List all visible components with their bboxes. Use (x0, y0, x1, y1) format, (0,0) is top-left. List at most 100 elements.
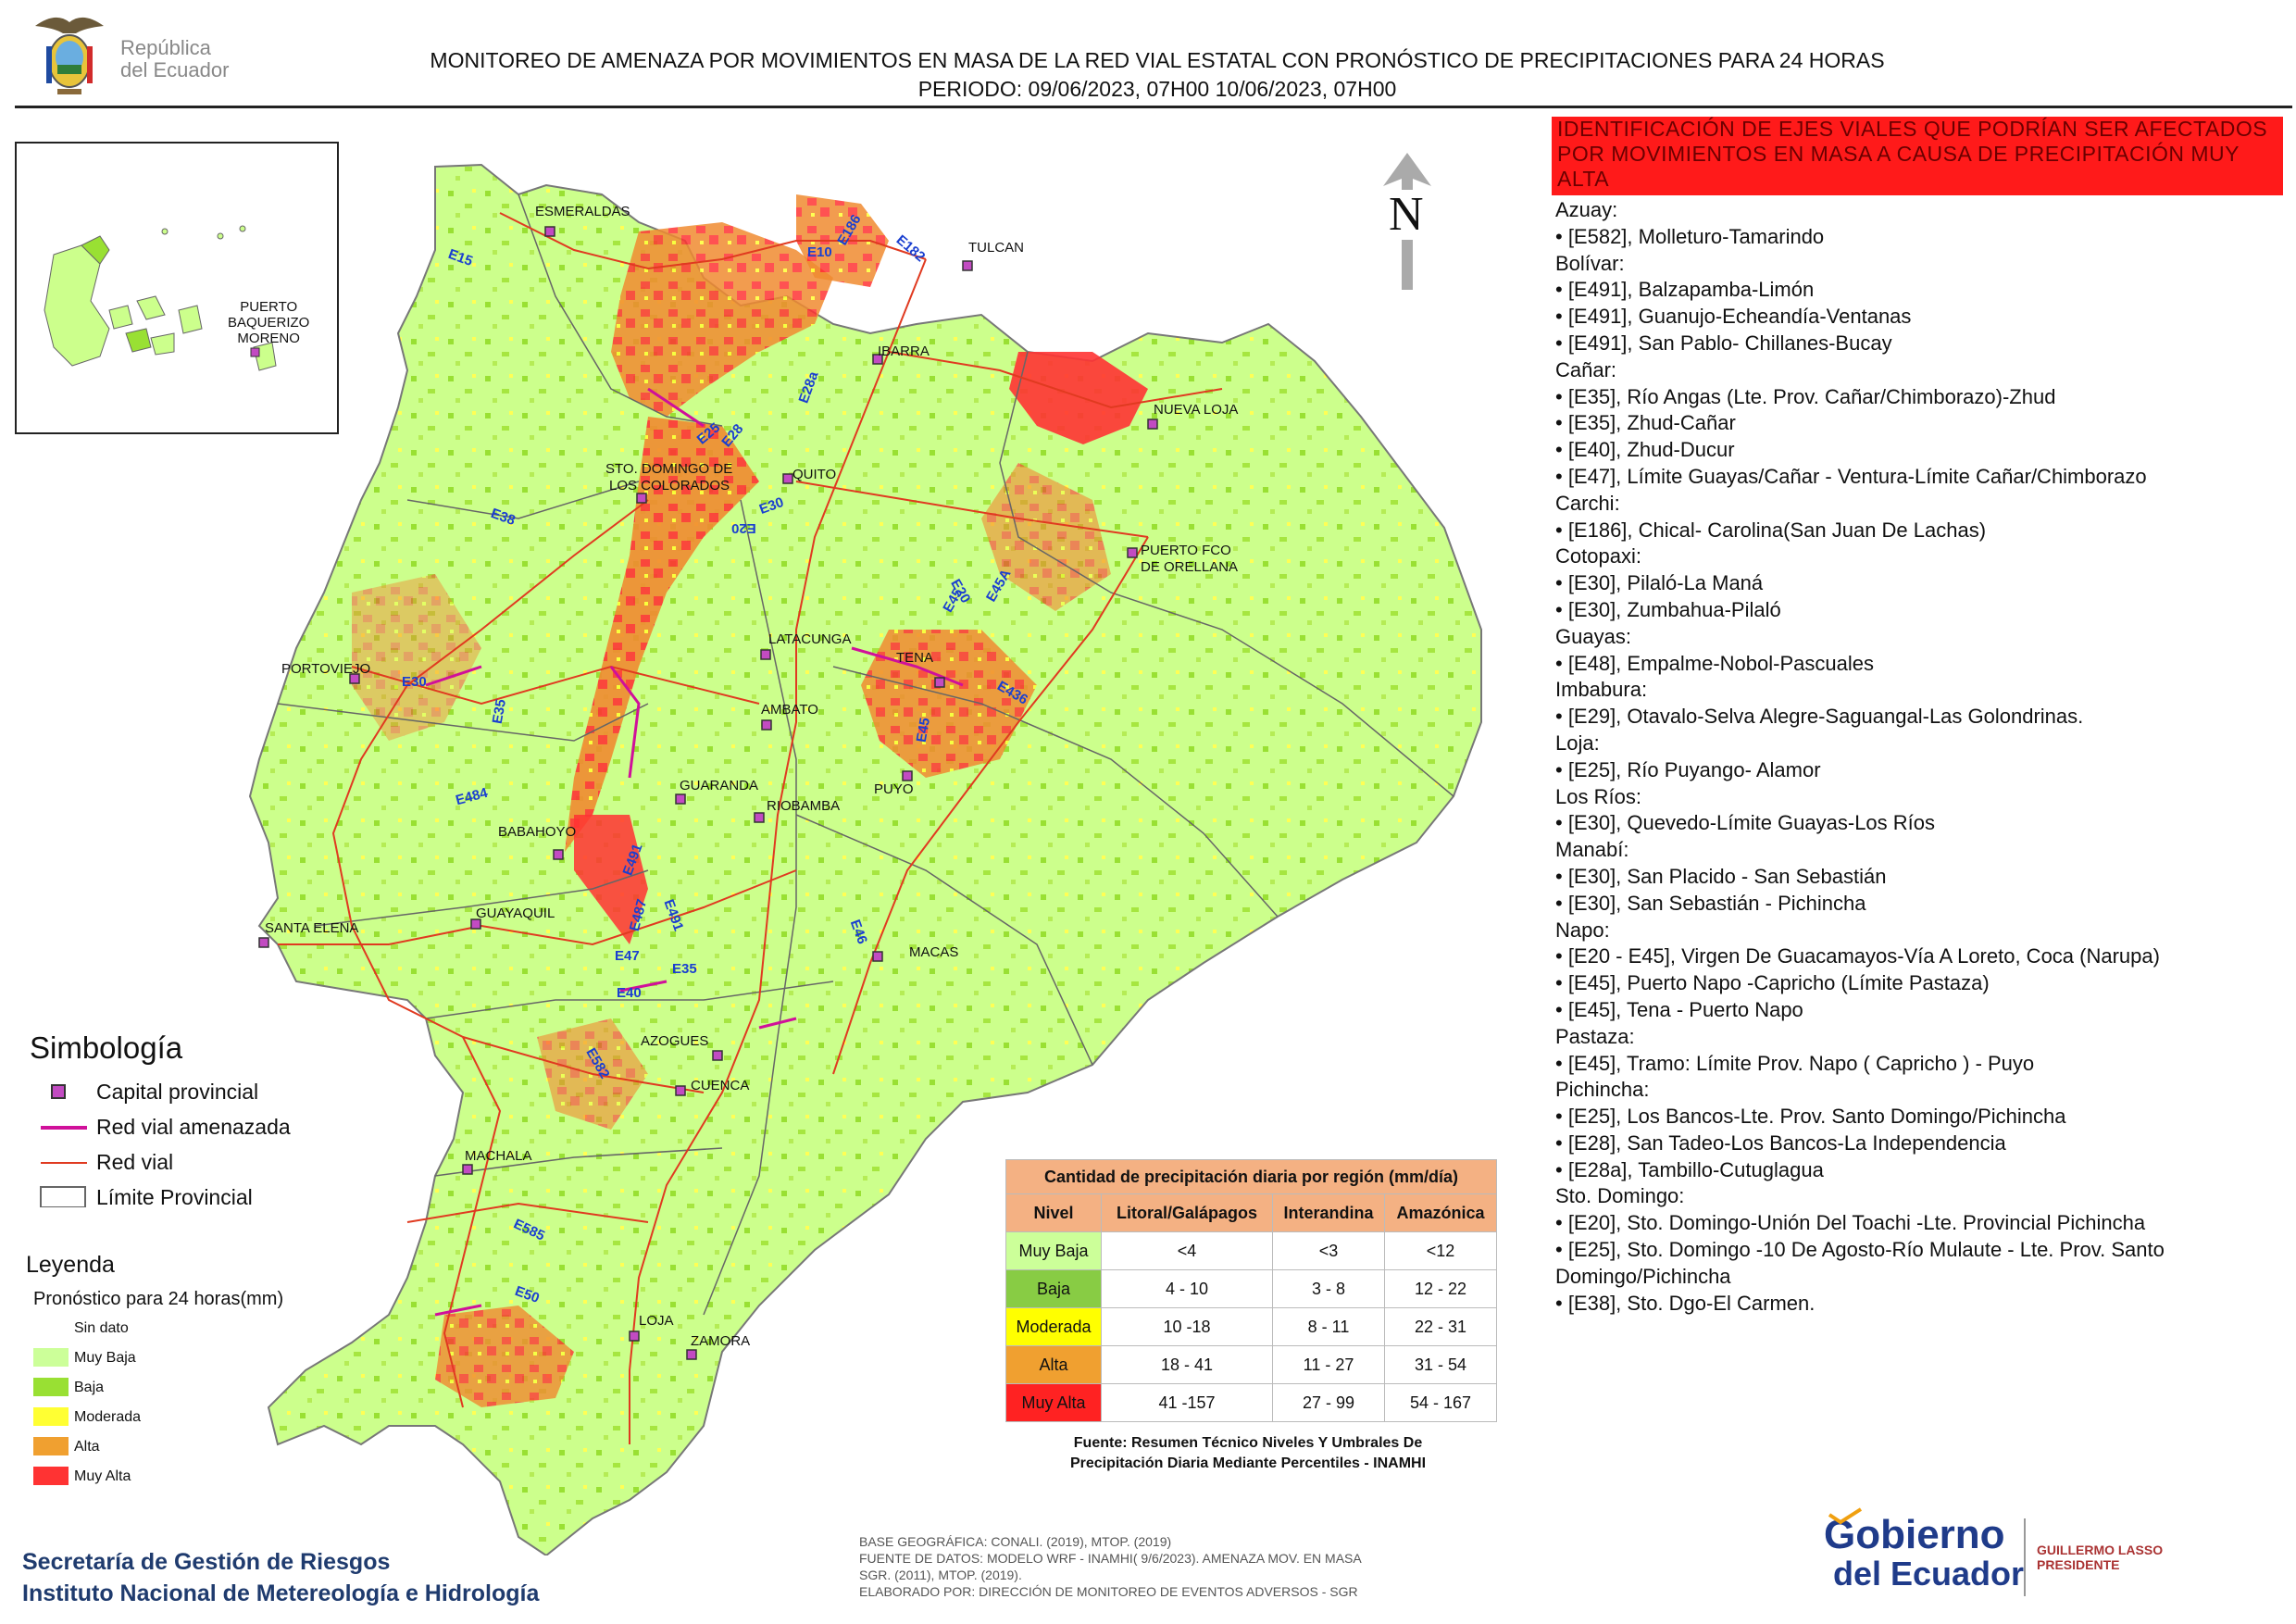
affected-roads-panel: IDENTIFICACIÓN DE EJES VIALES QUE PODRÍA… (1552, 117, 2283, 1317)
table-source-line: Precipitación Diaria Mediante Percentile… (1069, 1455, 1427, 1471)
table-cell: 31 - 54 (1384, 1345, 1497, 1384)
city-label: PUYO (874, 781, 914, 797)
affected-road-item: • [E30], San Placido - San Sebastián (1555, 864, 1887, 888)
road-label: E436 (994, 678, 1030, 708)
road-label: E585 (511, 1216, 547, 1244)
table-cell: 27 - 99 (1272, 1383, 1385, 1422)
city-label: MACAS (909, 944, 959, 960)
logo-text-line1: República (120, 36, 211, 59)
road-label: E30 (756, 493, 786, 518)
province-heading: Loja: (1555, 731, 1600, 755)
table-level-cell: Muy Baja (1005, 1231, 1102, 1270)
galapagos-inset: PUERTO BAQUERIZO MORENO (15, 142, 339, 434)
legend-label: Baja (74, 1380, 105, 1395)
inset-city-line: MORENO (237, 331, 300, 346)
precipitation-table: Cantidad de precipitación diaria por reg… (1005, 1159, 1497, 1422)
affected-road-item: • [E25], Los Bancos-Lte. Prov. Santo Dom… (1555, 1105, 2066, 1129)
road-labels: E15 E186 E182 E10 E25 E28 E28a E38 E20 E… (0, 111, 1537, 1555)
zone-north-andes (611, 222, 833, 417)
affected-road-item: • [E25], Río Puyango- Alamor (1555, 757, 1821, 781)
footer-credits: BASE GEOGRÁFICA: CONALI. (2019), MTOP. (… (859, 1533, 1362, 1600)
table-cell: <12 (1384, 1231, 1497, 1270)
affected-road-item: • [E20 - E45], Virgen De Guacamayos-Vía … (1555, 944, 2160, 968)
province-heading: Cañar: (1555, 357, 1617, 381)
road-label: E28 (718, 420, 747, 451)
province-heading: Pichincha: (1555, 1078, 1650, 1102)
affected-road-item: • [E28a], Tambillo-Cutuglagua (1555, 1157, 1824, 1181)
table-cell: 22 - 31 (1384, 1307, 1497, 1346)
road-label: E50 (512, 1282, 542, 1307)
province-heading: Manabí: (1555, 838, 1629, 862)
threatened-road-icon (41, 1126, 87, 1130)
table-cell: 11 - 27 (1272, 1345, 1385, 1384)
city-label: DE ORELLANA (1141, 559, 1239, 575)
affected-road-item: • [E29], Otavalo-Selva Alegre-Saguangal-… (1555, 705, 2084, 729)
city-label: AMBATO (761, 702, 818, 718)
table-row: Moderada 10 -18 8 - 11 22 - 31 (1005, 1307, 1497, 1346)
table-level-cell: Baja (1005, 1269, 1102, 1308)
road-icon (41, 1162, 87, 1164)
legend-swatch (33, 1378, 69, 1396)
city-label: AZOGUES (641, 1033, 709, 1049)
city-label: TENA (896, 650, 934, 666)
city-label: PORTOVIEJO (281, 661, 371, 677)
affected-road-item: • [E491], San Pablo- Chillanes-Bucay (1555, 331, 1892, 355)
road-label: E491 (660, 897, 687, 933)
affected-road-item: • [E28], San Tadeo-Los Bancos-La Indepen… (1555, 1131, 2006, 1155)
inset-city-label: PUERTO BAQUERIZO MORENO (228, 299, 309, 346)
zone-amazon-east (981, 463, 1111, 611)
city-label: IBARRA (878, 344, 930, 359)
province-heading: Sto. Domingo: (1555, 1184, 1685, 1208)
legend-swatch (33, 1467, 69, 1485)
president-name: GUILLERMO LASSO (2037, 1543, 2164, 1557)
capital-markers (258, 226, 1158, 1360)
affected-road-item: • [E30], Zumbahua-Pilaló (1555, 597, 1781, 621)
city-labels: ESMERALDAS TULCAN IBARRA NUEVA LOJA STO.… (0, 111, 1537, 1555)
gobierno-logo: Gobierno del Ecuador GUILLERMO LASSO PRE… (1824, 1507, 2287, 1607)
mainland-shape (248, 163, 1482, 1555)
table-cell: 8 - 11 (1272, 1307, 1385, 1346)
affected-road-item: • [E491], Balzapamba-Limón (1555, 278, 1815, 302)
city-label: GUARANDA (680, 778, 759, 793)
table-header: Litoral/Galápagos (1101, 1193, 1273, 1232)
boundary-icon (40, 1186, 86, 1207)
symbology-label: Capital provincial (96, 1080, 259, 1104)
road-label: E487 (626, 897, 651, 933)
table-row: Muy Alta 41 -157 27 - 99 54 - 167 (1005, 1383, 1497, 1422)
zone-coast-west (352, 574, 481, 741)
affected-road-item: • [E25], Sto. Domingo -10 De Agosto-Río … (1555, 1238, 2165, 1288)
zone-central-andes (565, 417, 759, 852)
affected-road-item: • [E47], Límite Guayas/Cañar - Ventura-L… (1555, 464, 2147, 488)
affected-road-item: • [E45], Tena - Puerto Napo (1555, 997, 1803, 1021)
zone-nueva-loja (1009, 352, 1148, 444)
road-label: E182 (892, 231, 929, 266)
legend-swatch (33, 1437, 69, 1455)
footer-institution: Instituto Nacional de Metereología e Hid… (22, 1580, 540, 1606)
affected-road-item: • [E582], Molleturo-Tamarindo (1555, 224, 1825, 248)
city-label: LATACUNGA (768, 631, 852, 647)
province-heading: Azuay: (1555, 198, 1618, 221)
logo-text-line2: del Ecuador (120, 58, 230, 81)
legend-subtitle: Pronóstico para 24 horas(mm) (33, 1289, 284, 1309)
legend-title: Leyenda (26, 1252, 115, 1278)
table-cell: <3 (1272, 1231, 1385, 1270)
table-source-line: Fuente: Resumen Técnico Niveles Y Umbral… (1073, 1435, 1423, 1451)
road-label: E484 (454, 784, 490, 809)
table-body: Muy Baja <4 <3 <12 Baja 4 - 10 3 - 8 12 - 22 Mod… (1005, 1231, 1497, 1422)
table-cell: 18 - 41 (1101, 1345, 1273, 1384)
affected-road-item: • [E45], Puerto Napo -Capricho (Límite P… (1555, 971, 1990, 995)
legend-label: Muy Alta (74, 1468, 131, 1484)
symbology-label: Límite Provincial (96, 1185, 253, 1209)
road-label: E30 (402, 674, 427, 690)
footer-credit-line: FUENTE DE DATOS: MODELO WRF - INAMHI( 9/… (859, 1551, 1362, 1566)
symbology-label: Red vial (96, 1150, 174, 1174)
province-heading: Guayas: (1555, 624, 1631, 648)
table-level-cell: Alta (1005, 1345, 1102, 1384)
zone-napo (861, 630, 1037, 778)
footer-institutions: Secretaría de Gestión de Riesgos Institu… (22, 1546, 539, 1609)
footer-credit-line: ELABORADO POR: DIRECCIÓN DE MONITOREO DE… (859, 1584, 1358, 1599)
symbology-title: Simbología (30, 1031, 183, 1065)
affected-road-item: • [E48], Empalme-Nobol-Pascuales (1555, 651, 1874, 675)
city-label: PUERTO FCO (1141, 543, 1231, 558)
city-label: BABAHOYO (498, 824, 577, 840)
